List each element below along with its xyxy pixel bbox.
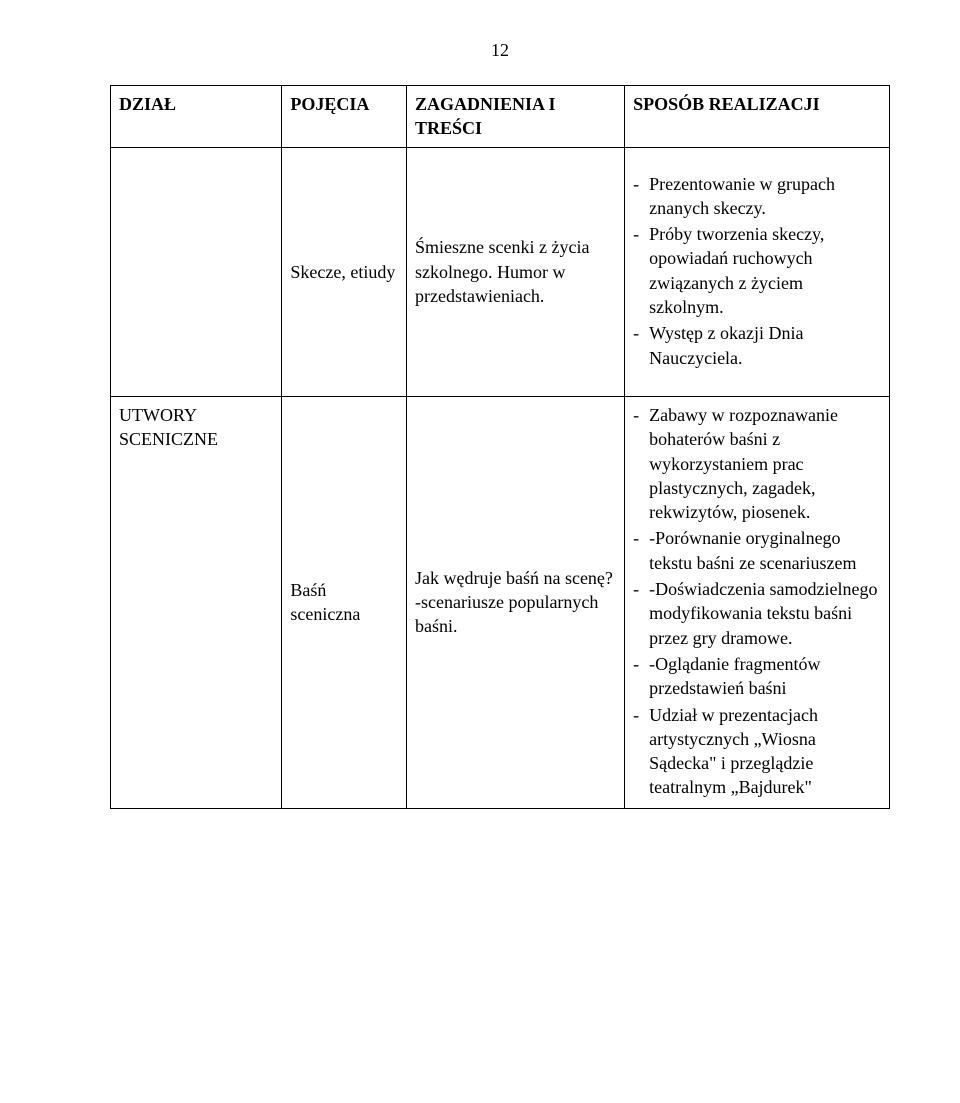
cell-dzial: UTWORY SCENICZNE <box>111 396 282 808</box>
dash-icon: - <box>633 526 649 550</box>
header-row: DZIAŁ POJĘCIA ZAGADNIENIA I TREŚCI SPOSÓ… <box>111 86 890 148</box>
list-item: - Występ z okazji Dnia Nauczyciela. <box>633 321 881 370</box>
list-item: - Udział w prezentacjach artystycznych „… <box>633 703 881 800</box>
list-item: - -Oglądanie fragmentów przedstawień baś… <box>633 652 881 701</box>
table-body: Skecze, etiudy Śmieszne scenki z życia s… <box>111 147 890 808</box>
header-pojecia: POJĘCIA <box>282 86 407 148</box>
list-item-text: -Porównanie oryginalnego tekstu baśni ze… <box>649 526 881 575</box>
header-dzial: DZIAŁ <box>111 86 282 148</box>
list-item-text: -Oglądanie fragmentów przedstawień baśni <box>649 652 881 701</box>
dzial-text: UTWORY SCENICZNE <box>119 405 218 449</box>
cell-zagadnienia: Jak wędruje baśń na scenę? -scenariusze … <box>407 396 625 808</box>
sposob-list: - Zabawy w rozpoznawanie bohaterów baśni… <box>633 403 881 800</box>
list-item: - -Porównanie oryginalnego tekstu baśni … <box>633 526 881 575</box>
page: 12 DZIAŁ POJĘCIA ZAGADNIENIA I TREŚCI SP… <box>0 0 960 1103</box>
dash-icon: - <box>633 222 649 246</box>
cell-pojecia: Skecze, etiudy <box>282 147 407 396</box>
list-item-text: Próby tworzenia skeczy, opowiadań ruchow… <box>649 222 881 319</box>
table-head: DZIAŁ POJĘCIA ZAGADNIENIA I TREŚCI SPOSÓ… <box>111 86 890 148</box>
zagadnienia-text: Śmieszne scenki z życia szkolnego. Humor… <box>415 237 589 306</box>
list-item: - -Doświadczenia samodzielnego modyfikow… <box>633 577 881 650</box>
pojecia-text: Skecze, etiudy <box>290 262 395 282</box>
table-row: UTWORY SCENICZNE Baśń sceniczna Jak wędr… <box>111 396 890 808</box>
page-number: 12 <box>110 40 890 61</box>
table-row: Skecze, etiudy Śmieszne scenki z życia s… <box>111 147 890 396</box>
list-item-text: Zabawy w rozpoznawanie bohaterów baśni z… <box>649 403 881 524</box>
list-item-text: -Doświadczenia samodzielnego modyfikowan… <box>649 577 881 650</box>
cell-pojecia: Baśń sceniczna <box>282 396 407 808</box>
cell-zagadnienia: Śmieszne scenki z życia szkolnego. Humor… <box>407 147 625 396</box>
list-item-text: Udział w prezentacjach artystycznych „Wi… <box>649 703 881 800</box>
header-zagadnienia: ZAGADNIENIA I TREŚCI <box>407 86 625 148</box>
list-item-text: Występ z okazji Dnia Nauczyciela. <box>649 321 881 370</box>
list-item: - Zabawy w rozpoznawanie bohaterów baśni… <box>633 403 881 524</box>
dash-icon: - <box>633 403 649 427</box>
dash-icon: - <box>633 172 649 196</box>
list-item-text: Prezentowanie w grupach znanych skeczy. <box>649 172 881 221</box>
dash-icon: - <box>633 652 649 676</box>
cell-dzial <box>111 147 282 396</box>
header-sposob: SPOSÓB REALIZACJI <box>625 86 890 148</box>
dash-icon: - <box>633 577 649 601</box>
dash-icon: - <box>633 321 649 345</box>
cell-sposob: - Prezentowanie w grupach znanych skeczy… <box>625 147 890 396</box>
list-item: - Próby tworzenia skeczy, opowiadań ruch… <box>633 222 881 319</box>
cell-sposob: - Zabawy w rozpoznawanie bohaterów baśni… <box>625 396 890 808</box>
sposob-list: - Prezentowanie w grupach znanych skeczy… <box>633 172 881 370</box>
content-table: DZIAŁ POJĘCIA ZAGADNIENIA I TREŚCI SPOSÓ… <box>110 85 890 809</box>
zagadnienia-text: Jak wędruje baśń na scenę? -scenariusze … <box>415 568 613 637</box>
pojecia-text: Baśń sceniczna <box>290 580 360 624</box>
list-item: - Prezentowanie w grupach znanych skeczy… <box>633 172 881 221</box>
dash-icon: - <box>633 703 649 727</box>
